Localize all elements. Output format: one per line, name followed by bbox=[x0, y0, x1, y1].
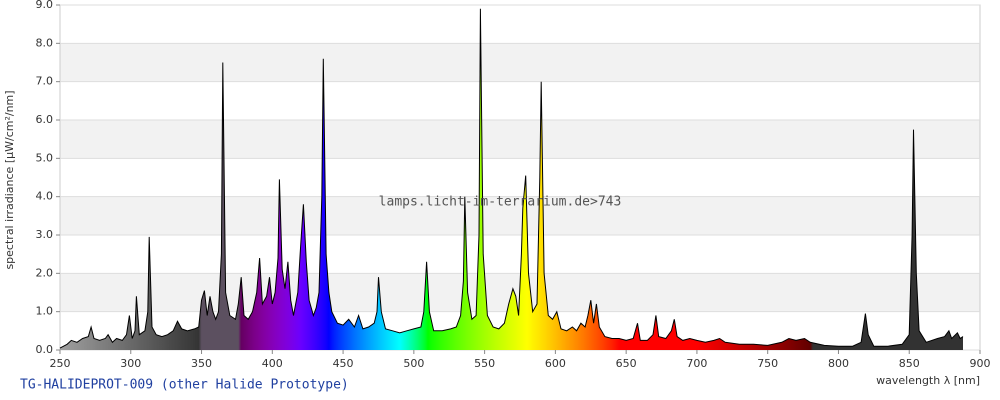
y-tick-label: 8.0 bbox=[36, 36, 54, 49]
x-tick-label: 250 bbox=[50, 357, 71, 370]
spectrum-area bbox=[60, 8, 963, 351]
grid-band bbox=[60, 43, 980, 82]
y-tick-label: 6.0 bbox=[36, 113, 54, 126]
x-axis-label: wavelength λ [nm] bbox=[876, 374, 980, 387]
y-tick-label: 2.0 bbox=[36, 266, 54, 279]
x-tick-label: 400 bbox=[262, 357, 283, 370]
chart-title: TG-HALIDEPROT-009 (other Halide Prototyp… bbox=[20, 378, 349, 393]
x-tick-label: 550 bbox=[474, 357, 495, 370]
x-tick-label: 300 bbox=[120, 357, 141, 370]
x-tick-label: 650 bbox=[616, 357, 637, 370]
x-tick-label: 450 bbox=[333, 357, 354, 370]
y-tick-label: 5.0 bbox=[36, 151, 54, 164]
x-tick-label: 850 bbox=[899, 357, 920, 370]
x-tick-label: 350 bbox=[191, 357, 212, 370]
y-tick-label: 7.0 bbox=[36, 75, 54, 88]
x-tick-label: 700 bbox=[686, 357, 707, 370]
x-tick-label: 600 bbox=[545, 357, 566, 370]
grid-band bbox=[60, 120, 980, 159]
spectrum-line bbox=[59, 8, 964, 349]
x-tick-label: 750 bbox=[757, 357, 778, 370]
grid-band bbox=[60, 196, 980, 235]
x-tick-label: 800 bbox=[828, 357, 849, 370]
watermark: lamps.licht-im-terrarium.de>743 bbox=[379, 195, 622, 210]
y-tick-label: 9.0 bbox=[36, 0, 54, 11]
y-tick-label: 3.0 bbox=[36, 228, 54, 241]
y-tick-label: 4.0 bbox=[36, 190, 54, 203]
x-tick-label: 900 bbox=[970, 357, 991, 370]
x-tick-label: 500 bbox=[403, 357, 424, 370]
y-axis-label: spectral irradiance [µW/cm²/nm] bbox=[3, 90, 16, 269]
y-tick-label: 0.0 bbox=[36, 343, 54, 356]
y-tick-label: 1.0 bbox=[36, 305, 54, 318]
